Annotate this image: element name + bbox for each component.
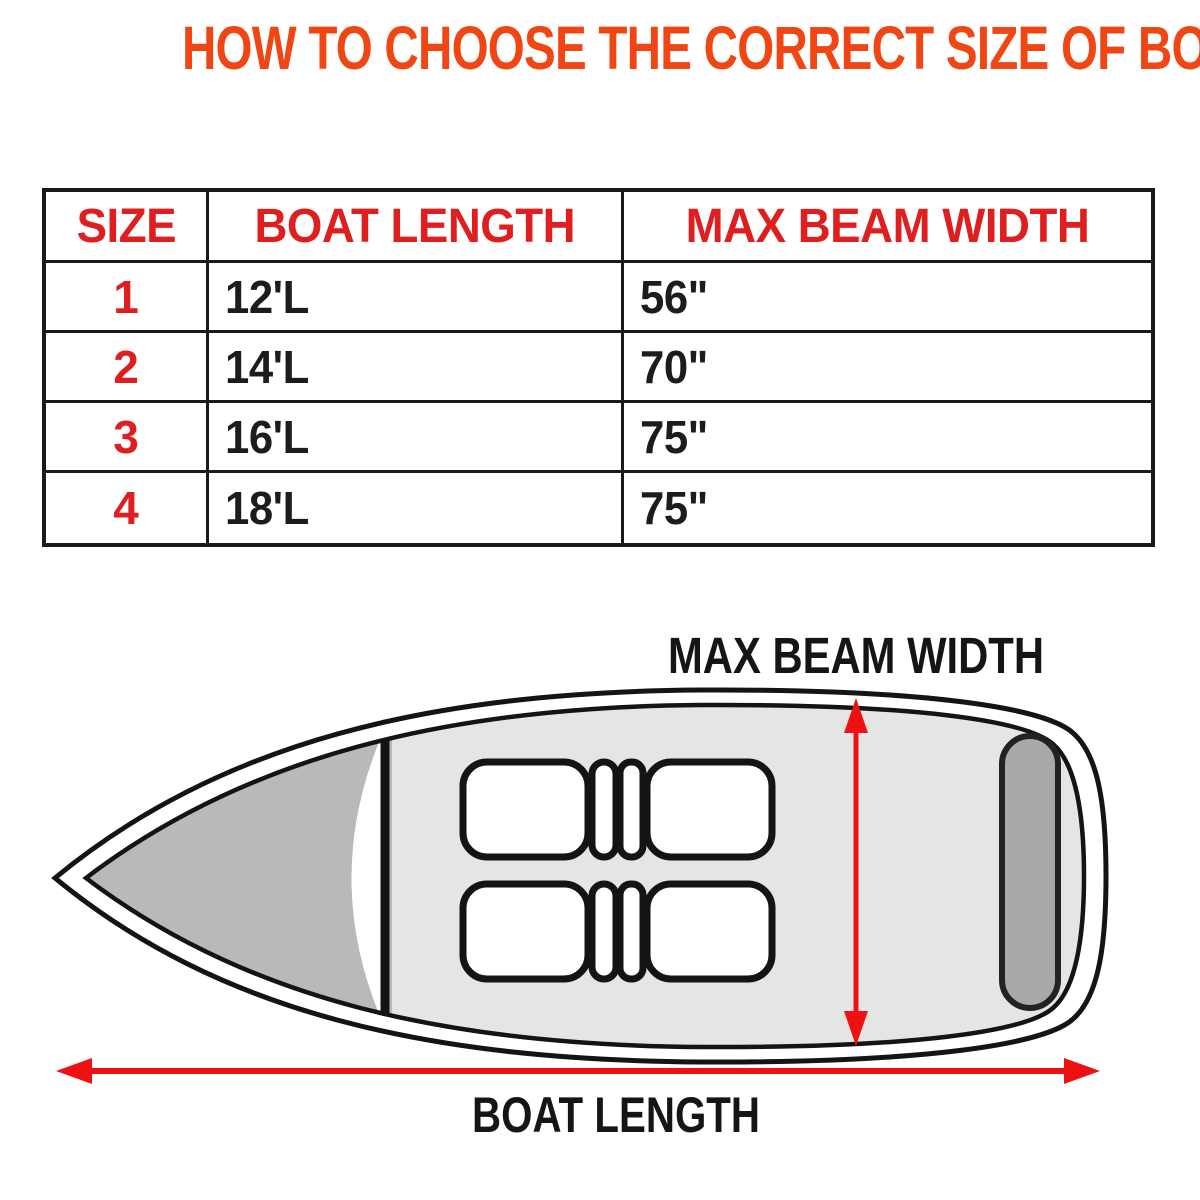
table-row-2-size: 2 [46,333,209,403]
table-header-boat-length: BOAT LENGTH [209,192,624,263]
beam-2-value: 70" [640,340,708,393]
table-row-1-size: 1 [46,263,209,333]
table-row-3-size: 3 [46,403,209,473]
size-4-value: 4 [113,482,139,534]
table-row-3-beam: 75" [624,403,1151,473]
table-row-2-beam: 70" [624,333,1151,403]
seat-cushion [459,880,592,983]
table-row-1-beam: 56" [624,263,1151,333]
beam-width-arrow [844,698,868,1046]
seat-connector [616,880,647,983]
seat-row-top [459,758,776,861]
boat-length-arrow [56,1058,1100,1084]
table-header-size-label: SIZE [76,199,176,253]
table-row-4-beam: 75" [624,473,1151,543]
page-title-text: HOW TO CHOOSE THE CORRECT SIZE OF BOAT C… [181,14,1200,82]
table-header-size: SIZE [46,192,209,263]
max-beam-width-label: MAX BEAM WIDTH [668,627,1044,684]
length-4-value: 18'L [225,482,309,534]
seat-connector [588,758,620,861]
table-row-1-length: 12'L [209,263,624,333]
beam-width-arrowhead-top [844,698,868,733]
boat-hull-inner [82,702,1087,1050]
table-row-2-length: 14'L [209,333,624,403]
seat-connector [616,758,647,861]
beam-3-value: 75" [640,410,708,463]
seat-cushion [459,758,592,861]
size-3-value: 3 [113,410,139,463]
length-3-value: 16'L [225,410,309,463]
table-row-4-length: 18'L [209,473,624,543]
seat-row-bottom [459,880,776,983]
size-2-value: 2 [113,340,139,393]
bow-section [86,704,392,1048]
seat-cushion [643,758,776,861]
stern-bench [999,733,1061,1011]
size-1-value: 1 [113,270,139,323]
table-header-max-beam-width: MAX BEAM WIDTH [624,192,1151,263]
seat-connector [588,880,620,983]
bow-crescent [351,728,385,1028]
page-title: HOW TO CHOOSE THE CORRECT SIZE OF BOAT C… [0,16,1200,80]
beam-4-value: 75" [640,482,708,534]
table-header-boat-length-label: BOAT LENGTH [254,199,576,253]
size-table: SIZE BOAT LENGTH MAX BEAM WIDTH 1 12'L 5… [42,188,1155,547]
beam-1-value: 56" [640,270,708,323]
table-row-4-size: 4 [46,473,209,543]
boat-length-arrowhead-left [56,1058,92,1084]
beam-width-arrowhead-bottom [844,1011,868,1046]
table-header-max-beam-width-label: MAX BEAM WIDTH [685,199,1090,253]
boat-length-arrowhead-right [1064,1058,1100,1084]
table-row-3-length: 16'L [209,403,624,473]
seat-cushion [643,880,776,983]
boat-length-label: BOAT LENGTH [472,1087,760,1143]
bow-cover-panel [86,704,392,1048]
length-2-value: 14'L [225,340,309,393]
length-1-value: 12'L [225,270,309,323]
